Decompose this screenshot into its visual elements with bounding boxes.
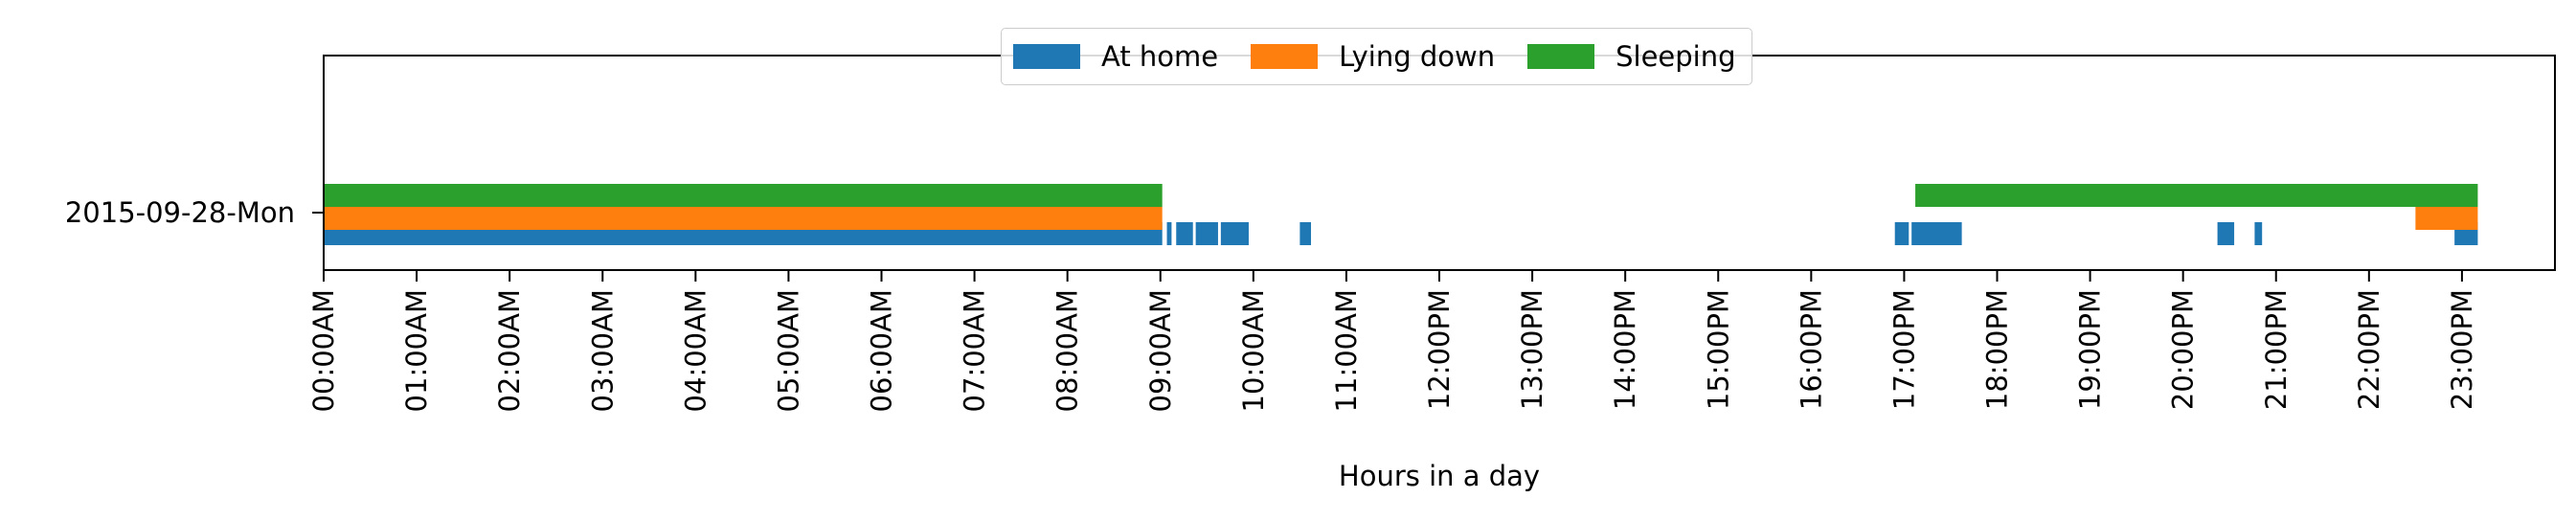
x-tick-label-2: 02:00AM	[493, 289, 526, 412]
x-tick-label-7: 07:00AM	[959, 289, 991, 412]
bar-sleeping-1	[1915, 184, 2478, 207]
x-tick-label-13: 13:00PM	[1516, 289, 1548, 410]
legend-entry-sleeping: Sleeping	[1527, 40, 1736, 73]
legend-label-at-home: At home	[1101, 40, 1219, 73]
x-tick-label-4: 04:00AM	[679, 289, 712, 412]
bar-at-home-1	[1166, 222, 1172, 245]
x-tick-label-23: 23:00PM	[2446, 289, 2478, 410]
x-tick-label-1: 01:00AM	[400, 289, 433, 412]
x-tick-label-3: 03:00AM	[586, 289, 619, 412]
bar-lying-down-1	[2415, 207, 2478, 230]
x-tick-label-15: 15:00PM	[1702, 289, 1734, 410]
legend-entry-at-home: At home	[1013, 40, 1218, 73]
x-tick-label-5: 05:00AM	[772, 289, 804, 412]
x-tick-label-19: 19:00PM	[2074, 289, 2107, 410]
bar-at-home-7	[1911, 222, 1962, 245]
x-tick-label-9: 09:00AM	[1144, 289, 1177, 412]
x-tick-label-12: 12:00PM	[1423, 289, 1456, 410]
bar-at-home-2	[1176, 222, 1193, 245]
x-tick-label-16: 16:00PM	[1795, 289, 1827, 410]
legend-label-lying-down: Lying down	[1339, 40, 1496, 73]
legend-label-sleeping: Sleeping	[1616, 40, 1736, 73]
bar-at-home-3	[1195, 222, 1218, 245]
x-tick-label-20: 20:00PM	[2167, 289, 2200, 410]
legend-entry-lying-down: Lying down	[1251, 40, 1495, 73]
x-axis-label: Hours in a day	[1339, 460, 1540, 492]
legend: At home Lying down Sleeping	[1001, 28, 1752, 85]
x-tick-label-0: 00:00AM	[307, 289, 340, 412]
legend-swatch-sleeping	[1527, 44, 1595, 69]
x-tick-label-8: 08:00AM	[1051, 289, 1084, 412]
y-category-labels: 2015-09-28-Mon	[65, 196, 324, 229]
x-tick-label-10: 10:00AM	[1237, 289, 1270, 412]
x-tick-label-22: 22:00PM	[2353, 289, 2385, 410]
x-tick-label-11: 11:00AM	[1330, 289, 1363, 412]
bars-layer	[324, 184, 2478, 245]
x-tick-label-14: 14:00PM	[1609, 289, 1641, 410]
legend-swatch-lying-down	[1251, 44, 1319, 69]
x-tick-label-21: 21:00PM	[2260, 289, 2293, 410]
y-category-label-0: 2015-09-28-Mon	[65, 196, 295, 229]
bar-at-home-5	[1299, 222, 1312, 245]
bar-sleeping-0	[324, 184, 1163, 207]
x-tick-label-17: 17:00PM	[1887, 289, 1920, 410]
legend-swatch-at-home	[1013, 44, 1080, 69]
x-tick-label-6: 06:00AM	[866, 289, 898, 412]
bar-at-home-4	[1220, 222, 1249, 245]
x-tick-label-18: 18:00PM	[1981, 289, 2014, 410]
bar-at-home-8	[2217, 222, 2235, 245]
bar-at-home-6	[1894, 222, 1909, 245]
bar-at-home-9	[2254, 222, 2263, 245]
bar-lying-down-0	[324, 207, 1163, 230]
x-ticks: 00:00AM 01:00AM 02:00AM 03:00AM 04:00AM 05:00…	[307, 270, 2478, 412]
